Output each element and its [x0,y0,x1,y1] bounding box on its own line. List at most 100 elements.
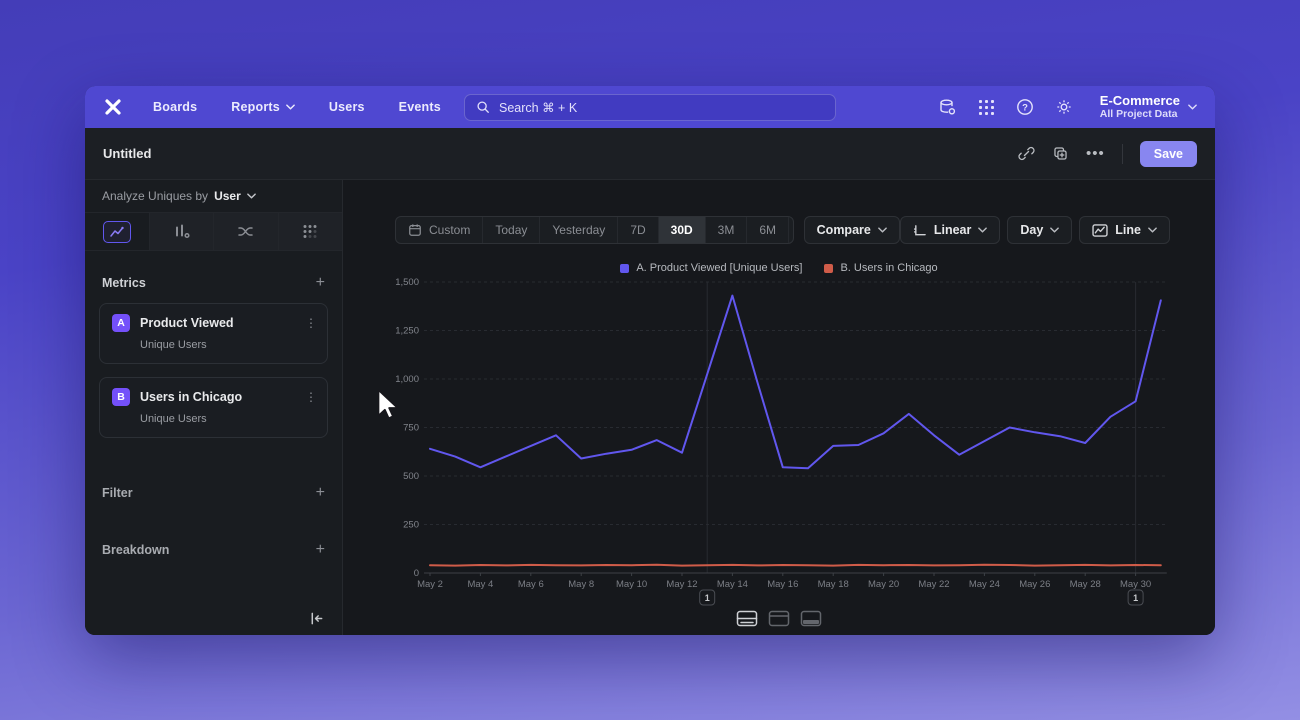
range-7d[interactable]: 7D [617,217,657,243]
svg-text:May 12: May 12 [666,579,697,590]
svg-text:May 24: May 24 [969,579,1000,590]
breakdown-title: Breakdown [102,543,170,557]
svg-text:1,250: 1,250 [395,326,419,337]
line-chart-icon [1092,223,1108,237]
metric-name: Users in Chicago [140,390,243,404]
date-range-selector: Custom Today Yesterday 7D 30D 3M 6M 12M [395,216,794,244]
duplicate-icon[interactable] [1052,145,1069,162]
svg-text:May 10: May 10 [616,579,647,590]
svg-text:May 22: May 22 [918,579,949,590]
chart-legend: A. Product Viewed [Unique Users] B. User… [343,262,1215,274]
save-button[interactable]: Save [1139,140,1197,167]
legend-item-b[interactable]: B. Users in Chicago [824,262,938,274]
svg-text:750: 750 [403,423,419,434]
project-switcher[interactable]: E-Commerce All Project Data [1100,93,1197,121]
chart-main-area: Custom Today Yesterday 7D 30D 3M 6M 12M … [343,180,1215,635]
range-30d-selected[interactable]: 30D [657,217,705,243]
charttype-dropdown[interactable]: Line [1079,216,1170,244]
search-placeholder: Search ⌘ + K [499,100,578,115]
add-breakdown-button[interactable]: + [315,541,325,558]
top-nav: Boards Reports Users Events Search ⌘ + K… [85,86,1215,128]
filter-section-header: Filter + [85,485,342,501]
copy-link-icon[interactable] [1018,145,1035,162]
search-input[interactable]: Search ⌘ + K [464,93,836,121]
retention-dots-icon [303,225,317,238]
analyze-value-dropdown[interactable]: User [214,189,241,203]
layout-toggle-group [343,610,1215,627]
range-12m[interactable]: 12M [788,217,793,243]
more-options-button[interactable]: ••• [1086,145,1105,162]
add-filter-button[interactable]: + [315,484,325,501]
metric-menu-button[interactable]: ⋮ [305,389,317,404]
tab-bar-chart[interactable] [149,213,214,250]
chevron-down-icon [1148,227,1157,233]
chart-type-tabs [85,213,342,251]
nav-item-events[interactable]: Events [398,100,441,114]
chevron-down-icon [978,227,988,233]
legend-item-a[interactable]: A. Product Viewed [Unique Users] [620,262,802,274]
tab-flows[interactable] [214,213,279,250]
filter-title: Filter [102,486,133,500]
collapse-sidebar-button[interactable] [309,611,324,626]
tab-retention[interactable] [278,213,342,250]
metric-badge-a: A [112,314,130,332]
report-title[interactable]: Untitled [103,146,152,161]
layout-chart-only-button[interactable] [768,610,790,627]
svg-text:May 8: May 8 [568,579,594,590]
divider [1121,143,1123,164]
svg-text:1,500: 1,500 [395,277,419,288]
apps-grid-icon[interactable] [978,99,995,116]
metric-aggregation[interactable]: Unique Users [140,339,207,351]
svg-text:May 14: May 14 [717,579,748,590]
range-yesterday[interactable]: Yesterday [539,217,617,243]
help-icon[interactable]: ? [1016,98,1034,116]
metric-aggregation[interactable]: Unique Users [140,413,207,425]
metric-badge-b: B [112,388,130,406]
metrics-section-header: Metrics + [85,275,342,291]
search-icon [477,101,489,113]
metric-card-a[interactable]: A Product Viewed ⋮ Unique Users [99,303,328,364]
chevron-down-icon [878,227,887,233]
collapse-left-icon [311,612,323,625]
legend-swatch-b [824,263,834,273]
tab-insights-line[interactable] [85,213,150,250]
linear-axis-icon [913,224,926,235]
chart-controls-row: Custom Today Yesterday 7D 30D 3M 6M 12M … [395,216,1170,244]
range-3m[interactable]: 3M [704,217,747,243]
chevron-down-icon [286,104,295,110]
nav-item-reports[interactable]: Reports [231,100,295,114]
breakdown-section-header: Breakdown + [85,542,342,558]
range-custom[interactable]: Custom [396,217,482,243]
metrics-title: Metrics [102,276,146,290]
data-management-icon[interactable] [938,98,957,117]
bar-chart-icon [175,224,190,239]
svg-text:500: 500 [403,471,419,482]
svg-text:May 6: May 6 [518,579,544,590]
svg-text:?: ? [1022,102,1028,113]
report-header: Untitled ••• Save [85,128,1215,180]
layout-split-selected-button[interactable] [736,610,758,627]
mouse-cursor [377,389,399,420]
query-builder-sidebar: Analyze Uniques by User [85,180,343,635]
range-6m[interactable]: 6M [746,217,788,243]
metric-card-b[interactable]: B Users in Chicago ⋮ Unique Users [99,377,328,438]
nav-item-users[interactable]: Users [328,100,365,114]
layout-table-only-button[interactable] [800,610,822,627]
nav-item-boards[interactable]: Boards [153,100,198,114]
mixpanel-logo-icon[interactable] [103,97,123,117]
metric-menu-button[interactable]: ⋮ [305,315,317,330]
interval-dropdown[interactable]: Day [1007,216,1073,244]
svg-text:250: 250 [403,520,419,531]
chevron-down-icon [246,193,256,199]
svg-text:0: 0 [414,568,419,579]
analyze-uniques-row: Analyze Uniques by User [85,180,342,213]
svg-text:1,000: 1,000 [395,374,419,385]
line-chart[interactable]: 0 250 500 750 1,000 1,250 1,500 May 2 May 4 May 6… [343,270,1214,610]
compare-dropdown[interactable]: Compare [803,216,900,244]
svg-text:May 16: May 16 [767,579,798,590]
svg-text:May 2: May 2 [417,579,443,590]
range-today[interactable]: Today [482,217,539,243]
settings-gear-icon[interactable] [1055,98,1073,116]
scale-dropdown[interactable]: Linear [899,216,1001,244]
add-metric-button[interactable]: + [315,274,325,291]
